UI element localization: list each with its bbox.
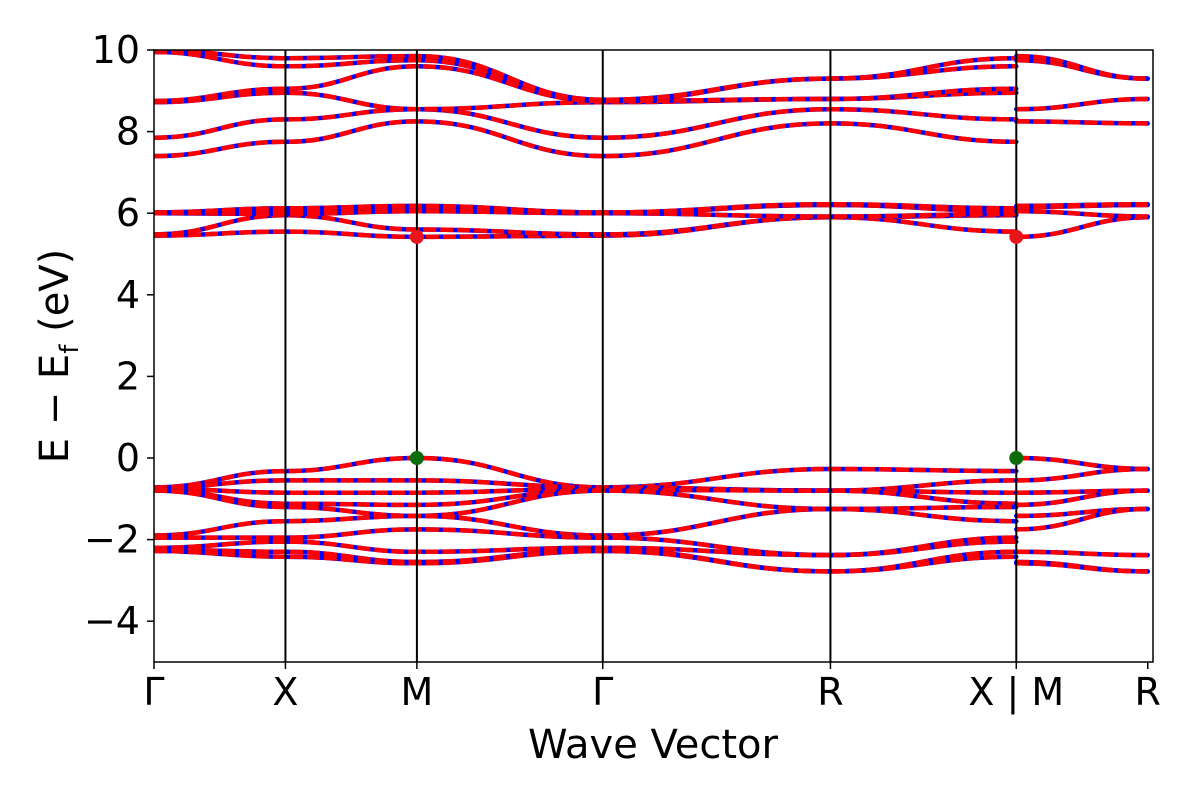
band-line-red — [154, 455, 1017, 490]
band-line-red — [1016, 53, 1148, 81]
y-tick-label: 6 — [116, 191, 140, 235]
band-line-red — [154, 64, 1017, 104]
y-tick-label: 0 — [116, 436, 140, 480]
cbm-marker — [1009, 229, 1024, 244]
band-line-red — [1016, 549, 1148, 558]
x-tick-label: Γ — [592, 670, 613, 714]
band-line-red — [154, 506, 1017, 538]
band-line-red — [1016, 215, 1148, 240]
y-axis-ticks: −4 −2 0 2 4 6 8 10 — [84, 28, 154, 643]
band-line-red — [1016, 96, 1148, 112]
band-line-red — [154, 212, 1017, 237]
band-line-red — [1016, 506, 1148, 532]
band-line-red — [1016, 561, 1148, 574]
x-tick-label: X — [272, 670, 298, 714]
y-tick-label: −4 — [84, 599, 140, 643]
y-axis-label-main: E − E — [32, 354, 78, 464]
x-tick-label: M — [400, 670, 433, 714]
band-lines — [154, 50, 1150, 574]
band-line-red — [1016, 119, 1148, 126]
band-line-red — [1016, 466, 1148, 483]
vbm-marker — [1009, 451, 1024, 465]
x-tick-label: Γ — [143, 670, 164, 714]
band-line-red — [154, 106, 1017, 140]
x-axis-label: Wave Vector — [528, 722, 779, 768]
band-line-red — [154, 487, 1017, 508]
x-axis-ticks: Γ X M Γ R X | M R — [143, 662, 1161, 715]
band-line-red — [1016, 57, 1148, 81]
band-line-red — [1016, 208, 1148, 219]
band-line-red — [154, 488, 1017, 519]
cbm-marker — [409, 229, 424, 244]
y-tick-label: 8 — [116, 110, 140, 154]
y-tick-label: −2 — [84, 518, 140, 562]
band-line-red — [154, 119, 1017, 159]
y-tick-label: 4 — [116, 273, 140, 317]
x-tick-label: R — [817, 670, 843, 714]
x-tick-label: R — [1135, 670, 1161, 714]
band-edge-markers — [409, 229, 1024, 465]
y-axis-label: E − Ef (eV) — [32, 249, 85, 464]
y-tick-label: 10 — [92, 28, 140, 72]
y-axis-label-unit: (eV) — [32, 249, 78, 345]
y-tick-label: 2 — [116, 354, 140, 398]
y-axis-label-sub: f — [55, 344, 85, 354]
band-line-blue — [154, 106, 1019, 140]
kpoint-divider-lines — [284, 50, 1018, 662]
band-line-red — [1016, 201, 1148, 209]
x-tick-label: X | M — [968, 670, 1064, 715]
plot-frame — [153, 49, 1154, 663]
vbm-marker — [409, 451, 424, 465]
band-line-red — [1016, 488, 1148, 508]
